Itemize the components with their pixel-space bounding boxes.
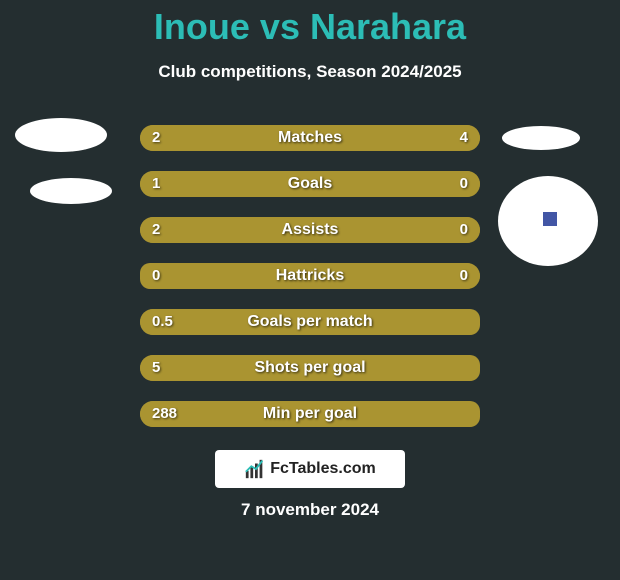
stat-label: Goals <box>140 171 480 197</box>
stat-label: Shots per goal <box>140 355 480 381</box>
decorative-ellipse <box>502 126 580 150</box>
decorative-ellipse <box>15 118 107 152</box>
date-label: 7 november 2024 <box>0 500 620 520</box>
page-subtitle: Club competitions, Season 2024/2025 <box>0 62 620 82</box>
brand-logo: FcTables.com <box>215 450 405 488</box>
stat-row: 24Matches <box>140 125 480 151</box>
stat-row: 20Assists <box>140 217 480 243</box>
stat-row: 5Shots per goal <box>140 355 480 381</box>
stat-row: 0.5Goals per match <box>140 309 480 335</box>
stat-row: 00Hattricks <box>140 263 480 289</box>
stat-label: Goals per match <box>140 309 480 335</box>
comparison-canvas: Inoue vs Narahara Club competitions, Sea… <box>0 0 620 580</box>
stat-label: Matches <box>140 125 480 151</box>
placeholder-icon <box>543 212 557 226</box>
stat-label: Hattricks <box>140 263 480 289</box>
stat-row: 10Goals <box>140 171 480 197</box>
brand-text: FcTables.com <box>270 460 376 478</box>
stat-row: 288Min per goal <box>140 401 480 427</box>
stat-label: Min per goal <box>140 401 480 427</box>
chart-icon <box>244 458 266 480</box>
page-title: Inoue vs Narahara <box>0 6 620 48</box>
decorative-ellipse <box>30 178 112 204</box>
stat-label: Assists <box>140 217 480 243</box>
